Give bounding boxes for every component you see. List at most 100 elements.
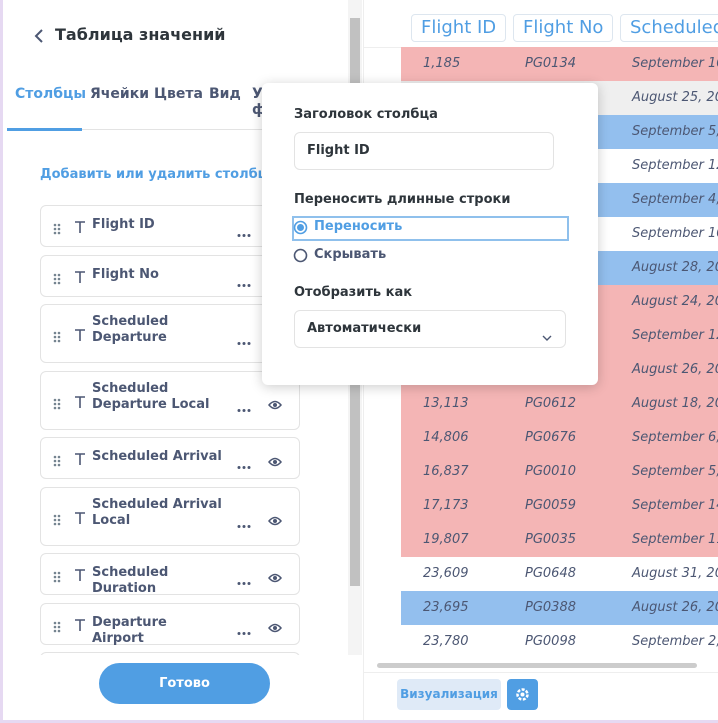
- cell: September 5, 20: [632, 124, 718, 139]
- popover: Заголовок столбца Flight ID Переносить дли…: [262, 83, 598, 385]
- cell: 19,807: [423, 532, 469, 547]
- visibility-toggle: [268, 511, 282, 525]
- cell: August 26, 201: [632, 362, 718, 377]
- column-header[interactable]: Flight No: [513, 14, 614, 42]
- cell: 14,806: [423, 430, 469, 445]
- drag-handle: [53, 328, 61, 342]
- column-name: Flight No: [92, 267, 159, 282]
- radio: [293, 220, 308, 235]
- done-button[interactable]: Готово: [99, 663, 270, 704]
- cell: September 10, 20: [632, 56, 718, 71]
- column-item[interactable]: Scheduled Duration: [40, 553, 300, 596]
- text-type-icon: [74, 269, 86, 283]
- text-type-icon: [74, 394, 86, 408]
- drag-handle: [53, 568, 61, 583]
- visibility-toggle: [268, 568, 282, 583]
- more-button: [237, 398, 251, 412]
- drag-handle: [53, 618, 61, 633]
- add-columns-link[interactable]: Добавить или удалить столбцы: [40, 167, 280, 182]
- text-type-icon: [74, 219, 86, 233]
- more-button: [237, 223, 251, 237]
- column-item[interactable]: Scheduled Arrival: [40, 437, 300, 479]
- column-name: Scheduled Arrival Local: [92, 497, 222, 528]
- cell: PG0612: [525, 396, 576, 411]
- cell: PG0648: [525, 566, 576, 581]
- select[interactable]: Автоматически: [294, 310, 566, 348]
- column-header[interactable]: Scheduled D: [620, 14, 718, 42]
- tab[interactable]: Цвета: [154, 86, 203, 102]
- cell: August 24, 201: [632, 294, 718, 309]
- column-item[interactable]: Departure Airport: [40, 603, 300, 646]
- tab[interactable]: Столбцы: [15, 86, 87, 102]
- cell: August 18, 201: [632, 396, 718, 411]
- text-input[interactable]: Flight ID: [294, 132, 554, 170]
- drag-handle: [53, 511, 61, 525]
- column-item[interactable]: Scheduled Arrival Local: [40, 487, 300, 546]
- column-name: Scheduled Duration: [92, 565, 169, 596]
- column-name: Scheduled Arrival: [92, 449, 222, 464]
- label: Заголовок столбца: [294, 107, 438, 122]
- text-type-icon: [74, 510, 86, 524]
- cell: September 10,: [632, 226, 718, 241]
- column-item[interactable]: Flight No: [40, 255, 300, 297]
- column-header[interactable]: Flight ID: [411, 14, 507, 42]
- cell: August 28, 201: [632, 260, 718, 275]
- cell: 17,173: [423, 498, 469, 513]
- sidebar-title: Таблица значений: [55, 25, 226, 44]
- radio-label[interactable]: Скрывать: [314, 247, 387, 262]
- chevron: [542, 326, 552, 341]
- column-item[interactable]: Scheduled Departure Local: [40, 371, 300, 430]
- cell: PG0388: [525, 600, 576, 615]
- cell: September 12,: [632, 158, 718, 173]
- cell: 23,695: [423, 600, 469, 615]
- cell: PG0010: [525, 464, 576, 479]
- tab[interactable]: Вид: [209, 86, 241, 102]
- cell: 23,609: [423, 566, 469, 581]
- cell: August 26, 201: [632, 600, 718, 615]
- radio: [293, 248, 308, 263]
- back-arrow: [33, 28, 45, 44]
- cell: PG0134: [525, 56, 576, 71]
- label: Отобразить как: [294, 285, 413, 300]
- cell: August 31, 201: [632, 566, 718, 581]
- more-button: [237, 455, 251, 469]
- cell: 16,837: [423, 464, 469, 479]
- visibility-toggle: [268, 618, 282, 633]
- viz-button[interactable]: Визуализация: [397, 679, 501, 710]
- text-type-icon: [74, 327, 86, 341]
- more-button: [237, 331, 251, 345]
- cell: PG0676: [525, 430, 576, 445]
- settings-button: [507, 679, 538, 710]
- focus-ring: [292, 216, 569, 241]
- cell: September 5, 2: [632, 464, 718, 479]
- table-row: [401, 387, 718, 422]
- tab[interactable]: Ячейки: [90, 86, 150, 102]
- cell: September 11,: [632, 532, 718, 547]
- cell: September 12,: [632, 328, 718, 343]
- more-button: [237, 621, 251, 635]
- cell: 1,185: [423, 56, 461, 71]
- radio-label[interactable]: Переносить: [314, 219, 403, 234]
- text-type-icon: [74, 567, 86, 581]
- cell: 23,780: [423, 634, 469, 649]
- table-row: [401, 625, 718, 660]
- column-item[interactable]: Flight ID: [40, 205, 300, 247]
- visibility-toggle: [268, 452, 282, 467]
- table-row: [401, 489, 718, 524]
- cell: September 14,: [632, 498, 718, 513]
- column-name: Departure Airport: [92, 615, 167, 646]
- column-name: Scheduled Departure Local: [92, 381, 210, 412]
- drag-handle: [53, 452, 61, 467]
- cell: September 6, 2: [632, 430, 718, 445]
- text-type-icon: [74, 451, 86, 465]
- column-item[interactable]: Scheduled Departure: [40, 304, 300, 363]
- tab-divider: [7, 129, 347, 130]
- drag-handle: [53, 395, 61, 409]
- cell: PG0035: [525, 532, 576, 547]
- drag-handle: [53, 270, 61, 285]
- column-name: Scheduled Departure: [92, 314, 169, 345]
- h-scrollbar: [377, 663, 697, 668]
- cell: September 2, 2: [632, 634, 718, 649]
- table-row: [401, 47, 718, 82]
